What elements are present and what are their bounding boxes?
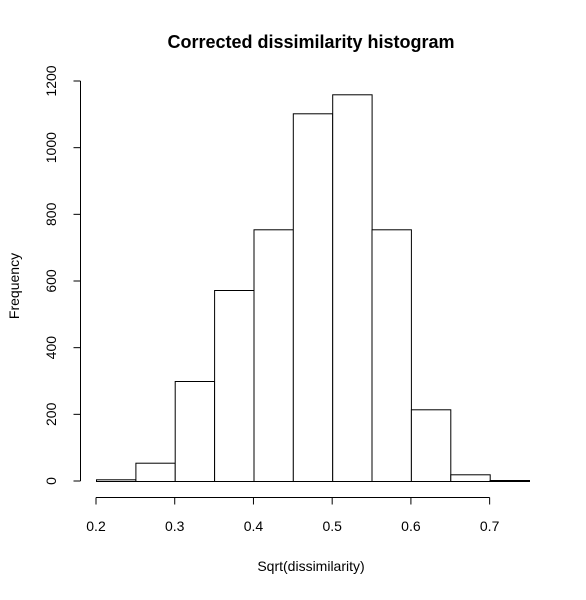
x-tick-label: 0.3 xyxy=(165,518,185,534)
x-tick-label: 0.4 xyxy=(244,518,264,534)
histogram-bar xyxy=(489,480,531,482)
histogram-bar xyxy=(253,229,294,482)
x-tick-label: 0.7 xyxy=(480,518,500,534)
histogram-bar xyxy=(292,113,334,483)
x-axis-label: Sqrt(dissimilarity) xyxy=(257,558,364,574)
y-tick-label: 1000 xyxy=(43,132,59,163)
histogram-bar xyxy=(174,381,216,482)
y-tick-label: 600 xyxy=(43,269,59,293)
histogram-bar xyxy=(450,474,491,482)
x-tick-label: 0.5 xyxy=(322,518,342,534)
y-axis: 0 200 400 600 800 1000 1200 xyxy=(43,65,81,485)
histogram-bar xyxy=(332,94,373,483)
chart-title: Corrected dissimilarity histogram xyxy=(167,32,454,52)
histogram-bar xyxy=(214,290,255,482)
y-tick-label: 800 xyxy=(43,202,59,226)
y-tick-label: 1200 xyxy=(43,65,59,96)
y-tick-label: 0 xyxy=(43,477,59,485)
bars-group xyxy=(96,94,531,483)
x-axis: 0.2 0.3 0.4 0.5 0.6 0.7 xyxy=(86,497,500,534)
y-axis-label: Frequency xyxy=(6,253,22,319)
x-tick-label: 0.2 xyxy=(86,518,106,534)
x-tick-label: 0.6 xyxy=(401,518,421,534)
histogram-bar xyxy=(96,479,137,482)
histogram-bar xyxy=(410,409,452,482)
histogram-bar xyxy=(135,462,176,483)
histogram-bar xyxy=(371,229,412,482)
y-tick-label: 400 xyxy=(43,336,59,360)
y-tick-label: 200 xyxy=(43,402,59,426)
